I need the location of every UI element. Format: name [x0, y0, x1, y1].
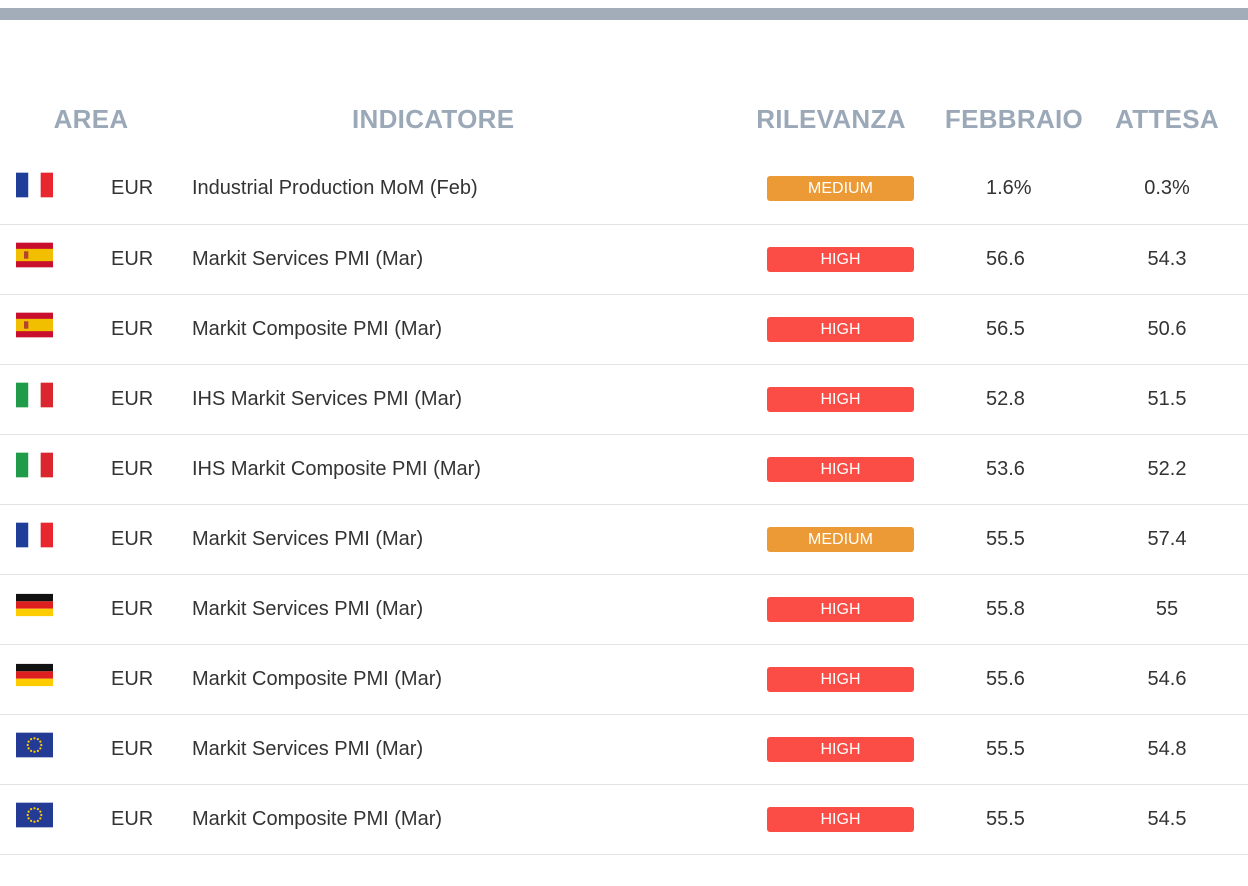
area-cell: EUR [72, 574, 182, 645]
italy-flag-icon [16, 382, 53, 408]
relevance-cell: HIGH [712, 784, 942, 855]
area-cell: EUR [72, 154, 182, 225]
relevance-badge: HIGH [767, 736, 914, 762]
febbraio-cell: 55.6 [942, 644, 1086, 715]
febbraio-cell: 55.8 [942, 574, 1086, 645]
relevance-cell: HIGH [712, 714, 942, 785]
relevance-cell: HIGH [712, 294, 942, 365]
flag-cell [0, 224, 72, 295]
relevance-badge: MEDIUM [767, 526, 914, 552]
flag-cell [0, 504, 72, 575]
febbraio-cell: 53.6 [942, 434, 1086, 505]
relevance-cell: HIGH [712, 644, 942, 715]
febbraio-cell: 52.8 [942, 364, 1086, 435]
relevance-badge: HIGH [767, 316, 914, 342]
flag-cell [0, 364, 72, 435]
table-row: EUR Markit Composite PMI (Mar) HIGH 55.5 54.… [0, 784, 1248, 855]
febbraio-cell: 1.6% [942, 154, 1086, 225]
indicator-cell: Markit Services PMI (Mar) [182, 224, 712, 295]
flag-cell [0, 574, 72, 645]
table-row: EUR Markit Services PMI (Mar) HIGH 55.5 54.8 [0, 714, 1248, 785]
area-cell: EUR [72, 224, 182, 295]
attesa-cell: 57.4 [1086, 504, 1248, 575]
relevance-badge: MEDIUM [767, 176, 914, 202]
attesa-cell: 50.6 [1086, 294, 1248, 365]
relevance-badge: HIGH [767, 596, 914, 622]
flag-cell [0, 644, 72, 715]
relevance-cell: HIGH [712, 224, 942, 295]
febbraio-cell: 55.5 [942, 784, 1086, 855]
table-row: EUR Markit Composite PMI (Mar) HIGH 56.5 50.… [0, 294, 1248, 365]
column-header-indicatore: INDICATORE [352, 103, 515, 134]
attesa-cell: 52.2 [1086, 434, 1248, 505]
relevance-cell: HIGH [712, 364, 942, 435]
area-cell: EUR [72, 294, 182, 365]
indicator-cell: Markit Composite PMI (Mar) [182, 644, 712, 715]
attesa-cell: 54.6 [1086, 644, 1248, 715]
area-cell: EUR [72, 434, 182, 505]
febbraio-cell: 56.5 [942, 294, 1086, 365]
france-flag-icon [16, 522, 53, 548]
area-cell: EUR [72, 714, 182, 785]
column-header-febbraio: FEBBRAIO [944, 103, 1084, 134]
indicator-cell: IHS Markit Composite PMI (Mar) [182, 434, 712, 505]
table-row: EUR Industrial Production MoM (Feb) MEDIUM… [0, 154, 1248, 225]
relevance-badge: HIGH [767, 456, 914, 482]
top-accent-bar [0, 8, 1248, 20]
table-row: EUR IHS Markit Services PMI (Mar) HIGH 52.8… [0, 364, 1248, 435]
relevance-cell: HIGH [712, 574, 942, 645]
indicator-cell: Markit Services PMI (Mar) [182, 714, 712, 785]
attesa-cell: 54.3 [1086, 224, 1248, 295]
febbraio-cell: 55.5 [942, 714, 1086, 785]
table-row: EUR Markit Composite PMI (Mar) HIGH 55.6 54.… [0, 644, 1248, 715]
spain-flag-icon [16, 242, 53, 268]
economic-calendar-table: AREA INDICATORE RILEVANZA FEBBRAIO ATTES… [0, 84, 1248, 855]
italy-flag-icon [16, 452, 53, 478]
attesa-cell: 55 [1086, 574, 1248, 645]
indicator-cell: IHS Markit Services PMI (Mar) [182, 364, 712, 435]
relevance-badge: HIGH [767, 666, 914, 692]
attesa-cell: 54.5 [1086, 784, 1248, 855]
flag-cell [0, 434, 72, 505]
indicator-cell: Markit Services PMI (Mar) [182, 504, 712, 575]
area-cell: EUR [72, 644, 182, 715]
germany-flag-icon [16, 662, 53, 688]
febbraio-cell: 56.6 [942, 224, 1086, 295]
flag-cell [0, 714, 72, 785]
flag-cell [0, 294, 72, 365]
eu-flag-icon [16, 802, 53, 828]
indicator-cell: Markit Composite PMI (Mar) [182, 784, 712, 855]
germany-flag-icon [16, 592, 53, 618]
flag-cell [0, 154, 72, 225]
table-header-row: AREA INDICATORE RILEVANZA FEBBRAIO ATTES… [0, 84, 1248, 154]
attesa-cell: 54.8 [1086, 714, 1248, 785]
relevance-cell: HIGH [712, 434, 942, 505]
table-row: EUR Markit Services PMI (Mar) MEDIUM 55.5 57… [0, 504, 1248, 575]
febbraio-cell: 55.5 [942, 504, 1086, 575]
table-row: EUR Markit Services PMI (Mar) HIGH 56.6 54.3 [0, 224, 1248, 295]
eu-flag-icon [16, 732, 53, 758]
relevance-badge: HIGH [767, 806, 914, 832]
area-cell: EUR [72, 784, 182, 855]
indicator-cell: Markit Composite PMI (Mar) [182, 294, 712, 365]
spain-flag-icon [16, 312, 53, 338]
indicator-cell: Markit Services PMI (Mar) [182, 574, 712, 645]
relevance-badge: HIGH [767, 386, 914, 412]
table-row: EUR IHS Markit Composite PMI (Mar) HIGH 53.… [0, 434, 1248, 505]
attesa-cell: 0.3% [1086, 154, 1248, 225]
column-header-rilevanza: RILEVANZA [756, 103, 906, 134]
attesa-cell: 51.5 [1086, 364, 1248, 435]
indicator-cell: Industrial Production MoM (Feb) [182, 154, 712, 225]
table-row: EUR Markit Services PMI (Mar) HIGH 55.8 55 [0, 574, 1248, 645]
relevance-cell: MEDIUM [712, 504, 942, 575]
relevance-cell: MEDIUM [712, 154, 942, 225]
area-cell: EUR [72, 504, 182, 575]
column-header-area: AREA [53, 103, 129, 134]
column-header-attesa: ATTESA [1115, 103, 1219, 134]
france-flag-icon [16, 172, 53, 198]
relevance-badge: HIGH [767, 246, 914, 272]
area-cell: EUR [72, 364, 182, 435]
flag-cell [0, 784, 72, 855]
